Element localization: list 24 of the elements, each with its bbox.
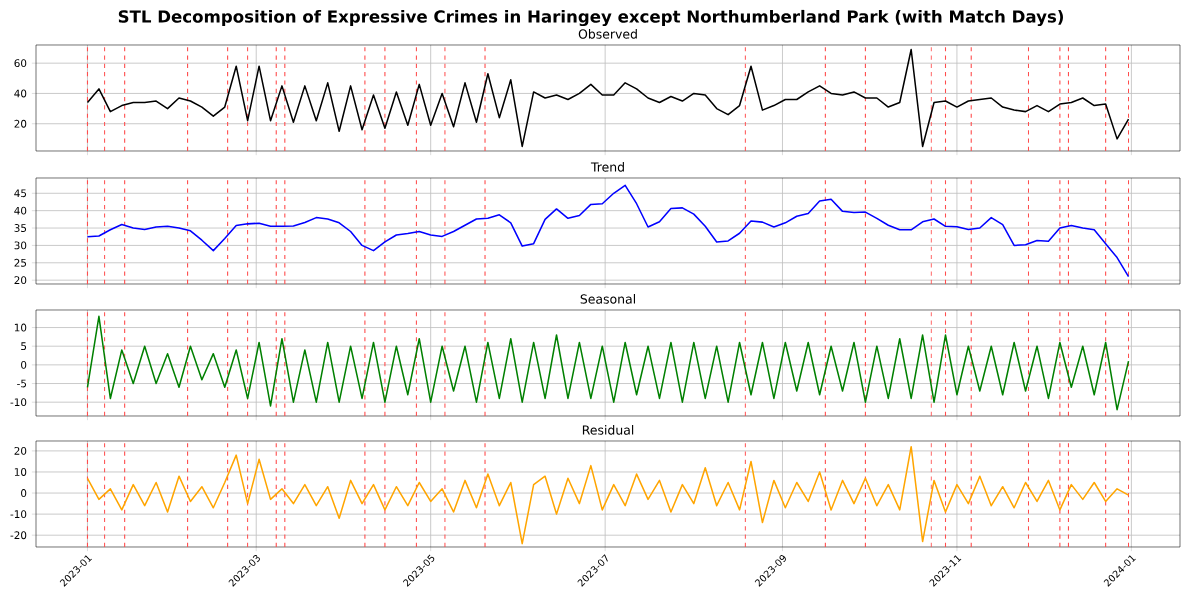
y-tick-label: -5	[17, 379, 27, 388]
y-tick-label: 25	[14, 258, 27, 267]
y-tick-label: 20	[14, 119, 27, 128]
y-tick-label: -20	[10, 531, 27, 540]
y-tick-label: 20	[14, 276, 27, 285]
chart-title: Residual	[582, 425, 634, 435]
y-tick-label: 10	[14, 323, 27, 332]
y-tick-label: 0	[21, 489, 27, 497]
y-tick-label: 20	[14, 446, 27, 455]
y-tick-label: 60	[14, 59, 27, 68]
chart-subtitle: Observed	[578, 29, 637, 39]
y-tick-label: 40	[14, 206, 27, 215]
y-tick-label: 0	[21, 360, 27, 369]
y-tick-label: 5	[21, 342, 27, 351]
y-tick-label: 10	[14, 468, 27, 476]
chart-title: Seasonal	[580, 294, 635, 304]
y-tick-label: -10	[10, 510, 27, 519]
y-tick-label: 45	[14, 189, 27, 198]
chart-title: STL Decomposition of Expressive Crimes in Haringey except Northumberland Park (with Match Days)	[118, 9, 1063, 27]
chart-title: Trend	[590, 162, 624, 172]
y-tick-label: 35	[14, 224, 27, 232]
y-tick-label: -10	[10, 398, 27, 407]
y-tick-label: 30	[14, 241, 27, 250]
y-tick-label: 40	[14, 89, 27, 98]
